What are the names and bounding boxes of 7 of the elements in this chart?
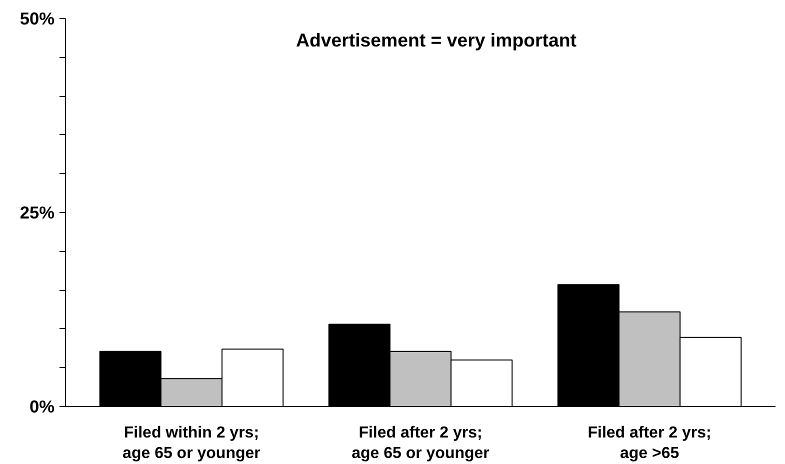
x-tick-label: Filed within 2 yrs; age 65 or younger [122,424,260,462]
y-tick-label: 25% [20,202,55,222]
x-tick-label: Filed after 2 yrs; age >65 [588,424,712,462]
text: Advertisement = very important [296,30,576,50]
y-tick-label: 0% [29,396,54,416]
x-tick-label: Filed after 2 yrs; age 65 or younger [352,424,490,462]
y-tick-label: 50% [20,8,55,28]
